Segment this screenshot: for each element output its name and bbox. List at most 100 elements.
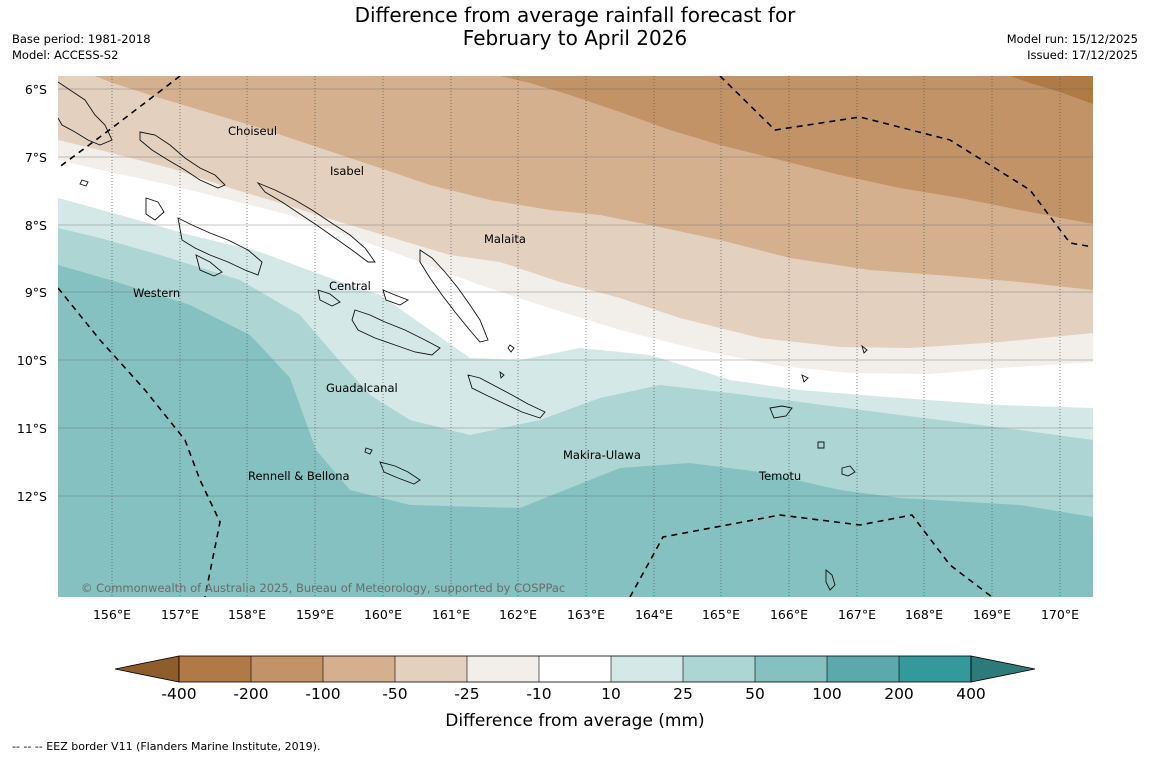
place-labels: Choiseul Isabel Malaita Central Western … (133, 124, 801, 483)
colorbar-bin (755, 656, 827, 682)
lon-label: 158°E (228, 607, 266, 622)
nggela-coast (382, 289, 410, 306)
lat-label: 6°S (25, 82, 47, 97)
malaita-coast (419, 249, 489, 343)
colorbar-tick-label: 10 (601, 685, 621, 703)
colorbar-tick-label: -400 (161, 685, 196, 703)
place-label-temotu: Temotu (758, 469, 801, 483)
lon-label: 165°E (702, 607, 740, 622)
title-line-2: February to April 2026 (462, 26, 688, 50)
lon-label: 169°E (973, 607, 1011, 622)
meta-right: Model run: 15/12/2025 Issued: 17/12/2025 (1007, 31, 1138, 63)
colorbar-tick-label: 25 (673, 685, 693, 703)
map-figure: Choiseul Isabel Malaita Central Western … (17, 76, 1093, 731)
map-title: Difference from average rainfall forecas… (0, 4, 1150, 50)
lon-label: 170°E (1041, 607, 1079, 622)
colorbar-bin (179, 656, 251, 682)
issued-text: Issued: 17/12/2025 (1027, 48, 1138, 62)
place-label-choiseul: Choiseul (228, 124, 277, 138)
florida-islands-coast (351, 309, 441, 356)
colorbar-bin (611, 656, 683, 682)
lon-label: 157°E (161, 607, 199, 622)
vella-lavella-coast (145, 197, 165, 221)
model-text: Model: ACCESS-S2 (12, 48, 119, 62)
eez-border-southeast (629, 514, 993, 597)
title-line-1: Difference from average rainfall forecas… (354, 3, 796, 27)
colorbar-extend-high (970, 655, 1036, 683)
longitude-labels: 156°E 157°E 158°E 159°E 160°E 161°E 162°… (93, 607, 1079, 622)
anuta-tikopia-coast (825, 569, 836, 591)
place-label-central: Central (329, 279, 371, 293)
lat-label: 12°S (17, 489, 47, 504)
bougainville-coast (58, 81, 113, 146)
colorbar-tick-labels: -400 -200 -100 -50 -25 -10 10 25 50 100 … (161, 685, 985, 703)
lon-label: 156°E (93, 607, 131, 622)
vanikoro-coast (841, 465, 856, 477)
colorbar-bin (467, 656, 539, 682)
bellona-coast (364, 447, 373, 455)
colorbar-title: Difference from average (mm) (445, 711, 704, 731)
small-makira-islets (499, 344, 515, 379)
colorbar-tick-label: -25 (454, 685, 479, 703)
eez-border-northeast (719, 76, 1093, 248)
savo-russell-coast (317, 289, 341, 307)
colorbar-tick-label: -50 (382, 685, 407, 703)
base-period-text: Base period: 1981-2018 (12, 32, 151, 46)
colorbar-bin (323, 656, 395, 682)
eez-borders (58, 76, 1093, 597)
place-label-guadalcanal: Guadalcanal (326, 381, 398, 395)
place-label-isabel: Isabel (330, 164, 364, 178)
isabel-coast (256, 181, 376, 263)
lon-label: 168°E (905, 607, 943, 622)
lon-label: 162°E (499, 607, 537, 622)
band-neg100-neg50 (500, 76, 1093, 224)
model-run-text: Model run: 15/12/2025 (1006, 32, 1138, 46)
lon-label: 164°E (635, 607, 673, 622)
latitude-gridlines (58, 88, 1093, 497)
lon-label: 166°E (770, 607, 808, 622)
lat-label: 11°S (17, 421, 47, 436)
colorbar-bin (899, 656, 971, 682)
colorbar-bin (683, 656, 755, 682)
place-label-western: Western (133, 286, 180, 300)
choiseul-coast (139, 131, 226, 189)
place-label-rennell-bellona: Rennell & Bellona (248, 469, 350, 483)
new-georgia-coast (177, 217, 263, 276)
colorbar: -400 -200 -100 -50 -25 -10 10 25 50 100 … (114, 655, 1036, 731)
lon-label: 161°E (432, 607, 470, 622)
lon-label: 159°E (296, 607, 334, 622)
place-label-malaita: Malaita (484, 232, 526, 246)
colorbar-bin (395, 656, 467, 682)
eez-border-west (58, 287, 221, 597)
place-label-makira-ulawa: Makira-Ulawa (563, 448, 641, 462)
makira-coast (467, 374, 546, 419)
coastlines (58, 81, 868, 591)
colorbar-tick-label: 50 (745, 685, 765, 703)
lon-label: 163°E (567, 607, 605, 622)
colorbar-bin (251, 656, 323, 682)
lat-label: 9°S (25, 285, 47, 300)
colorbar-bin (827, 656, 899, 682)
rendova-coast (195, 254, 223, 277)
lat-label: 7°S (25, 150, 47, 165)
meta-left: Base period: 1981-2018 Model: ACCESS-S2 (12, 31, 151, 63)
map-panel: Choiseul Isabel Malaita Central Western … (58, 76, 1093, 597)
colorbar-extend-low (114, 655, 180, 683)
colorbar-outline (178, 655, 972, 683)
lat-label: 8°S (25, 218, 47, 233)
colorbar-tick-label: 400 (956, 685, 986, 703)
rennell-coast (379, 461, 421, 485)
santa-cruz-coast (769, 405, 793, 419)
reef-islands-coast (801, 344, 868, 383)
colorbar-tick-label: -10 (526, 685, 551, 703)
copyright-text: © Commonwealth of Australia 2025, Bureau… (81, 581, 565, 595)
shortland-coast (79, 179, 89, 187)
colorbar-tick-label: 200 (884, 685, 914, 703)
colorbar-bin (539, 656, 611, 682)
colorbar-dividers (250, 656, 900, 682)
band-neg200-neg100 (1010, 76, 1093, 104)
latitude-labels: 6°S 7°S 8°S 9°S 10°S 11°S 12°S (17, 82, 47, 504)
colorbar-tick-label: -200 (233, 685, 268, 703)
colorbar-tick-label: 100 (812, 685, 842, 703)
lon-label: 160°E (364, 607, 402, 622)
